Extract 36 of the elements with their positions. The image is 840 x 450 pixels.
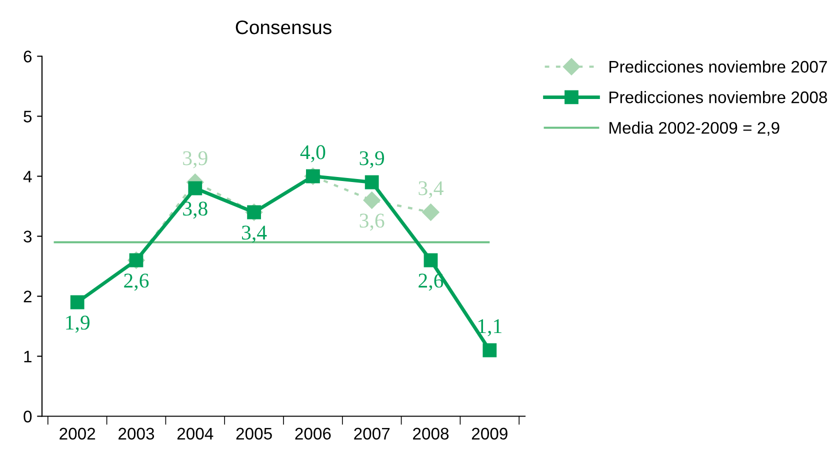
- point: [424, 253, 438, 268]
- y-tick-label: 2: [24, 290, 32, 302]
- data-label: 3,8: [183, 202, 208, 219]
- legend-label: Predicciones noviembre 2008: [610, 90, 828, 104]
- point: [364, 175, 379, 190]
- point: [70, 295, 84, 310]
- x-tick-label: 2006: [295, 428, 331, 440]
- data-label: 3,4: [418, 181, 444, 198]
- data-label: 3,9: [360, 151, 384, 168]
- point: [482, 343, 497, 358]
- x-tick-label: 2007: [354, 428, 390, 440]
- x-tick-label: 2003: [118, 428, 154, 440]
- data-label: 2,6: [124, 274, 149, 291]
- x-tick-label: 2004: [177, 428, 214, 440]
- data-label: 3,4: [242, 226, 267, 243]
- x-tick-label: 2008: [413, 428, 449, 440]
- x-tick-label: 2005: [236, 428, 272, 440]
- data-label: 1,1: [478, 319, 502, 336]
- y-tick-label: 6: [24, 50, 32, 62]
- legend-label: Predicciones noviembre 2007: [610, 60, 827, 73]
- y-tick-label: 1: [24, 350, 32, 362]
- y-tick-label: 5: [24, 110, 32, 122]
- data-label: 4,0: [300, 145, 326, 162]
- y-tick-label: 0: [24, 410, 32, 422]
- y-tick-label: 4: [23, 170, 32, 182]
- point: [188, 181, 202, 196]
- y-tick-label: 3: [24, 230, 32, 242]
- point: [422, 204, 440, 221]
- data-label: 3,6: [360, 214, 384, 231]
- point: [363, 192, 380, 209]
- legend-label: Media 2002-2009 = 2,9: [610, 122, 780, 136]
- data-label: 3,9: [183, 151, 208, 168]
- chart-title: Consensus: [236, 20, 332, 34]
- data-label: 1,9: [66, 316, 90, 333]
- x-tick-label: 2002: [60, 428, 96, 440]
- x-tick-label: 2009: [472, 428, 508, 440]
